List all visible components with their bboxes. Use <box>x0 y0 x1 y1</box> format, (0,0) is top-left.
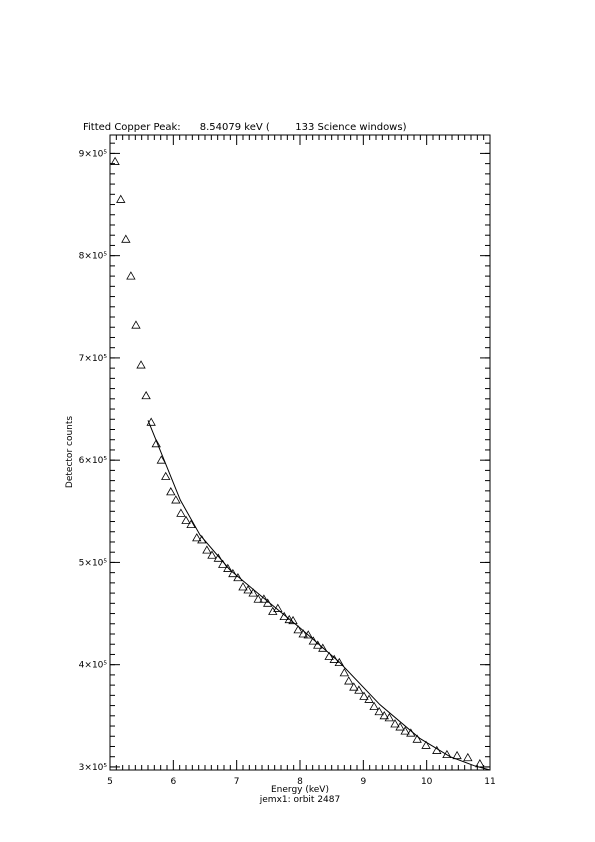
data-point <box>131 320 141 329</box>
data-point <box>390 719 400 728</box>
data-point <box>259 594 269 603</box>
data-point <box>233 572 243 582</box>
x-tick-label: 8 <box>297 777 303 787</box>
data-point <box>243 585 253 594</box>
data-point <box>412 734 422 743</box>
x-tick-label: 7 <box>234 777 240 787</box>
data-point <box>379 710 389 720</box>
y-tick-label: 4×10⁵ <box>79 661 108 671</box>
data-point <box>228 568 238 578</box>
fit-line <box>147 420 491 771</box>
data-point <box>126 271 136 280</box>
data-point <box>176 508 186 517</box>
data-point <box>181 515 191 524</box>
data-point <box>248 588 258 597</box>
data-point <box>121 234 131 243</box>
data-point <box>166 487 176 496</box>
data-point <box>161 471 171 480</box>
data-point <box>374 706 384 716</box>
data-point <box>156 455 166 464</box>
data-point <box>298 629 308 638</box>
data-point <box>213 553 223 562</box>
data-point <box>293 625 303 634</box>
data-point <box>354 685 364 694</box>
y-tick-label: 3×10⁵ <box>79 763 108 773</box>
y-axis-label: Detector counts <box>65 416 75 488</box>
data-point <box>146 417 156 426</box>
data-point <box>202 545 212 554</box>
x-tick-label: 11 <box>484 777 495 787</box>
data-point <box>318 643 328 652</box>
data-point <box>452 750 462 760</box>
data-point <box>141 390 151 400</box>
data-point <box>223 563 233 572</box>
data-point <box>192 533 202 542</box>
y-tick-label: 9×10⁵ <box>79 149 108 159</box>
x-tick-label: 6 <box>170 777 176 787</box>
data-point <box>349 682 359 691</box>
data-point <box>116 194 126 203</box>
data-point <box>364 694 374 703</box>
data-point <box>421 740 431 749</box>
data-point <box>171 495 181 504</box>
data-point <box>339 668 350 677</box>
y-tick-label: 5×10⁵ <box>79 558 108 568</box>
data-point <box>238 582 248 591</box>
data-point <box>334 657 344 667</box>
data-point <box>253 594 263 603</box>
data-point <box>400 726 410 735</box>
data-point <box>303 630 313 639</box>
x-tick-label: 10 <box>421 777 433 787</box>
data-point <box>151 439 161 448</box>
data-point <box>359 691 369 700</box>
x-axis-label: Energy (keV) <box>271 785 329 795</box>
data-point <box>344 676 354 685</box>
data-point <box>369 701 379 711</box>
x-tick-label: 9 <box>360 777 366 787</box>
y-tick-label: 8×10⁵ <box>79 252 108 262</box>
x-tick-label: 5 <box>107 777 113 787</box>
data-point <box>324 651 334 660</box>
y-tick-label: 7×10⁵ <box>79 354 108 364</box>
chart-title: Fitted Copper Peak: 8.54079 keV ( 133 Sc… <box>83 122 407 133</box>
data-point <box>186 519 196 528</box>
data-point <box>207 550 217 559</box>
data-point <box>463 752 473 762</box>
subtitle: jemx1: orbit 2487 <box>259 795 340 805</box>
data-point <box>384 713 394 722</box>
data-point <box>268 606 278 615</box>
y-tick-label: 6×10⁵ <box>79 456 108 466</box>
data-point <box>136 360 146 369</box>
data-point <box>395 722 405 731</box>
data-point <box>110 156 120 165</box>
